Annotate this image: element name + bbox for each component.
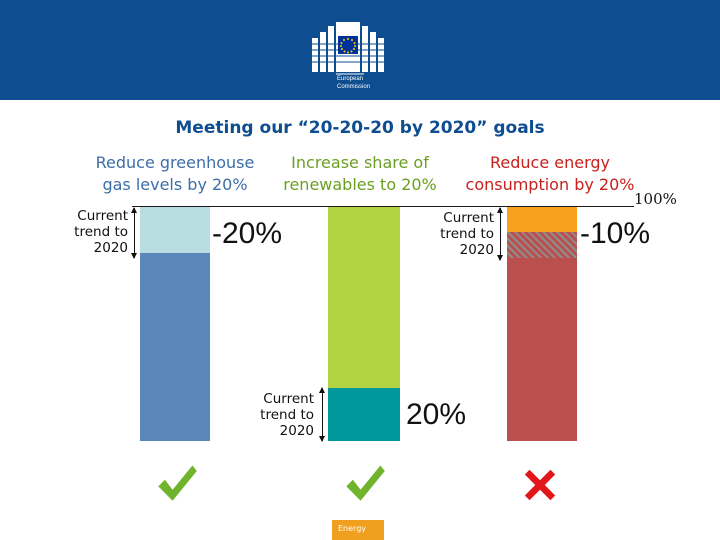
energy-trend-label: Current trend to 2020 — [414, 210, 494, 258]
trend-label-line: 2020 — [279, 423, 314, 439]
org-name-line2: Commission — [337, 84, 371, 90]
trend-label-line: trend to — [440, 226, 494, 242]
check-icon — [158, 465, 197, 501]
renewables-bar — [328, 207, 400, 388]
renewables-trend-segment — [328, 388, 400, 441]
section-tag — [332, 520, 384, 540]
check-icon — [346, 465, 385, 501]
goal-heading-line: Reduce energy — [489, 153, 610, 172]
baseline-100-label: 100% — [634, 190, 677, 208]
energy-trend-segment — [507, 207, 577, 232]
ghg-trend-segment — [140, 207, 210, 253]
goal-heading-energy: Reduce energy consumption by 20% — [452, 152, 648, 196]
trend-label-line: 2020 — [459, 242, 494, 258]
trend-label-line: Current — [263, 391, 314, 407]
trend-label-line: trend to — [74, 224, 128, 240]
ghg-bar — [140, 253, 210, 441]
goal-heading-line: renewables to 20% — [283, 175, 437, 194]
slide-title: Meeting our “20-20-20 by 2020” goals — [175, 118, 545, 138]
european-commission-logo — [312, 22, 384, 75]
trend-label-line: Current — [443, 210, 494, 226]
ghg-value: -20% — [212, 217, 283, 250]
goal-heading-line: Increase share of — [291, 153, 429, 172]
renewables-trend-arrow — [319, 387, 325, 442]
section-tag-label: Energy — [338, 524, 367, 533]
renewables-value: 20% — [406, 398, 467, 431]
trend-label-line: Current — [77, 208, 128, 224]
goal-heading-line: gas levels by 20% — [102, 175, 248, 194]
trend-label-line: trend to — [260, 407, 314, 423]
goal-heading-renewables: Increase share of renewables to 20% — [270, 152, 450, 196]
ghg-trend-arrow — [131, 207, 137, 259]
renewables-trend-label: Current trend to 2020 — [234, 391, 314, 439]
org-name-line1: European — [337, 76, 364, 82]
goal-heading-line: Reduce greenhouse — [95, 153, 255, 172]
goal-heading-line: consumption by 20% — [465, 175, 635, 194]
energy-gap-segment — [507, 232, 577, 258]
baseline-100-line — [132, 206, 634, 207]
ghg-trend-label: Current trend to 2020 — [48, 208, 128, 256]
goal-heading-ghg: Reduce greenhouse gas levels by 20% — [80, 152, 270, 196]
trend-label-line: 2020 — [93, 240, 128, 256]
energy-value: -10% — [580, 217, 651, 250]
energy-trend-arrow — [497, 207, 503, 261]
cross-icon — [524, 469, 556, 501]
energy-bar — [507, 258, 577, 441]
